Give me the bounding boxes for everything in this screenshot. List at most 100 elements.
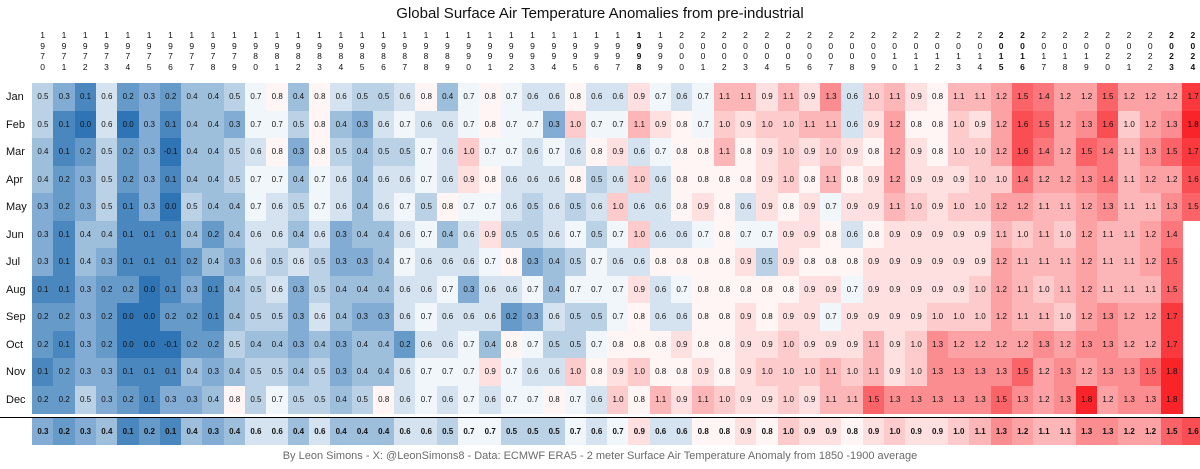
heatmap-cell: 0.9 bbox=[820, 330, 842, 359]
annual-average-cell: 0.9 bbox=[926, 418, 949, 445]
annual-average-cell: 0.4 bbox=[223, 418, 246, 445]
heatmap-cell: 0.3 bbox=[159, 385, 182, 414]
heatmap-cell: 0.3 bbox=[181, 385, 203, 414]
heatmap-cell: 0.4 bbox=[372, 248, 395, 277]
heatmap-cell: 1.7 bbox=[1182, 83, 1200, 112]
heatmap-cell: 0.8 bbox=[266, 138, 289, 167]
heatmap-cell: 0.7 bbox=[394, 193, 416, 222]
annual-average-cell: 0.2 bbox=[138, 418, 161, 445]
heatmap-cell: 0.6 bbox=[394, 358, 416, 387]
heatmap-cell: 1.2 bbox=[884, 165, 906, 194]
heatmap-cell: 1.0 bbox=[947, 138, 970, 167]
heatmap-cell: 0.4 bbox=[245, 330, 267, 359]
heatmap-cell: 0.6 bbox=[266, 220, 289, 249]
heatmap-cell: 0.9 bbox=[479, 358, 502, 387]
heatmap-cell: 0.2 bbox=[53, 303, 76, 332]
heatmap-cell: 0.5 bbox=[181, 193, 203, 222]
annual-average-cell: 0.6 bbox=[308, 418, 331, 445]
heatmap-cell: 0.9 bbox=[926, 220, 949, 249]
heatmap-cell: 0.9 bbox=[756, 385, 779, 414]
heatmap-cell: 1.3 bbox=[926, 330, 949, 359]
heatmap-cell: 1.2 bbox=[1139, 248, 1162, 277]
heatmap-cell: 0.7 bbox=[266, 165, 289, 194]
heatmap-cell: 0.7 bbox=[521, 275, 544, 304]
heatmap-cell: 1.2 bbox=[1075, 220, 1098, 249]
heatmap-cell: 0.6 bbox=[436, 385, 459, 414]
heatmap-cell: 0.8 bbox=[415, 83, 438, 112]
heatmap-cell: 0.6 bbox=[543, 303, 566, 332]
heatmap-cell: 0.4 bbox=[372, 330, 395, 359]
heatmap-cell: 1.1 bbox=[1118, 165, 1141, 194]
heatmap-cell: 0.6 bbox=[394, 385, 416, 414]
heatmap-cell: 1.2 bbox=[1011, 193, 1034, 222]
heatmap-cell: 1.0 bbox=[947, 193, 970, 222]
heatmap-cell: 0.4 bbox=[223, 193, 246, 222]
heatmap-cell: 0.6 bbox=[521, 83, 544, 112]
heatmap-cell: 1.1 bbox=[884, 193, 906, 222]
heatmap-cell: 1.5 bbox=[1160, 248, 1183, 277]
heatmap-cell: 0.8 bbox=[607, 330, 629, 359]
heatmap-cell: 0.3 bbox=[223, 248, 246, 277]
annual-average-cell: 1.2 bbox=[1118, 418, 1141, 445]
annual-average-cell: 0.6 bbox=[266, 418, 289, 445]
heatmap-cell: 0.7 bbox=[521, 330, 544, 359]
heatmap-cell: 0.3 bbox=[287, 330, 310, 359]
heatmap-cell: 0.6 bbox=[458, 248, 480, 277]
heatmap-cell: 0.5 bbox=[308, 385, 331, 414]
heatmap-cell: 1.0 bbox=[1118, 110, 1141, 139]
heatmap-cell: 0.9 bbox=[905, 165, 928, 194]
annual-average-cell: 1.1 bbox=[969, 418, 992, 445]
heatmap-cell: 0.2 bbox=[117, 275, 140, 304]
heatmap-cell: 0.6 bbox=[394, 275, 416, 304]
heatmap-cell: 0.8 bbox=[671, 165, 693, 194]
heatmap-cell: 1.0 bbox=[905, 193, 928, 222]
heatmap-cell: 1.2 bbox=[1033, 165, 1055, 194]
heatmap-cell: 0.5 bbox=[543, 330, 566, 359]
heatmap-cell: 1.0 bbox=[969, 303, 992, 332]
heatmap-cell: 0.0 bbox=[138, 275, 161, 304]
heatmap-cell: 1.1 bbox=[820, 110, 842, 139]
heatmap-cell: 0.9 bbox=[862, 303, 885, 332]
heatmap-cell: 0.2 bbox=[117, 83, 140, 112]
heatmap-cell: 1.1 bbox=[862, 358, 885, 387]
heatmap-cell: 0.8 bbox=[926, 138, 949, 167]
heatmap-cell: 0.6 bbox=[436, 138, 459, 167]
heatmap-cell: 0.6 bbox=[628, 248, 651, 277]
heatmap-cell: 0.8 bbox=[479, 110, 502, 139]
heatmap-cell: 0.7 bbox=[479, 138, 502, 167]
heatmap-cell: 0.9 bbox=[841, 330, 864, 359]
heatmap-cell: 0.7 bbox=[415, 165, 438, 194]
heatmap-cell: 0.9 bbox=[798, 303, 821, 332]
heatmap-cell: 0.4 bbox=[223, 275, 246, 304]
annual-average-cell: 1.3 bbox=[1075, 418, 1098, 445]
heatmap-cell: 0.3 bbox=[351, 110, 374, 139]
heatmap-cell: 0.5 bbox=[95, 193, 118, 222]
annual-average-cell: 1.3 bbox=[990, 418, 1013, 445]
heatmap-cell: 0.8 bbox=[671, 193, 693, 222]
heatmap-cell: 0.4 bbox=[351, 330, 374, 359]
heatmap-cell: 0.9 bbox=[777, 220, 800, 249]
heatmap-cell: 1.1 bbox=[1033, 248, 1055, 277]
heatmap-cell: 1.1 bbox=[1097, 220, 1119, 249]
heatmap-cell: 1.2 bbox=[1054, 110, 1077, 139]
heatmap-cell: 0.3 bbox=[138, 138, 161, 167]
heatmap-cell: 1.3 bbox=[969, 385, 992, 414]
heatmap-cell: 1.5 bbox=[1097, 83, 1119, 112]
heatmap-cell: 1.2 bbox=[1054, 330, 1077, 359]
heatmap-cell: 0.1 bbox=[138, 385, 161, 414]
annual-average-cell: 0.1 bbox=[159, 418, 182, 445]
annual-average-cell: 0.7 bbox=[479, 418, 502, 445]
heatmap-cell: 0.8 bbox=[671, 358, 693, 387]
heatmap-cell: 0.5 bbox=[564, 248, 587, 277]
month-label: Nov bbox=[6, 366, 26, 378]
heatmap-cell: 0.4 bbox=[351, 165, 374, 194]
heatmap-cell: 0.8 bbox=[628, 303, 651, 332]
heatmap-cell: 0.8 bbox=[266, 83, 289, 112]
